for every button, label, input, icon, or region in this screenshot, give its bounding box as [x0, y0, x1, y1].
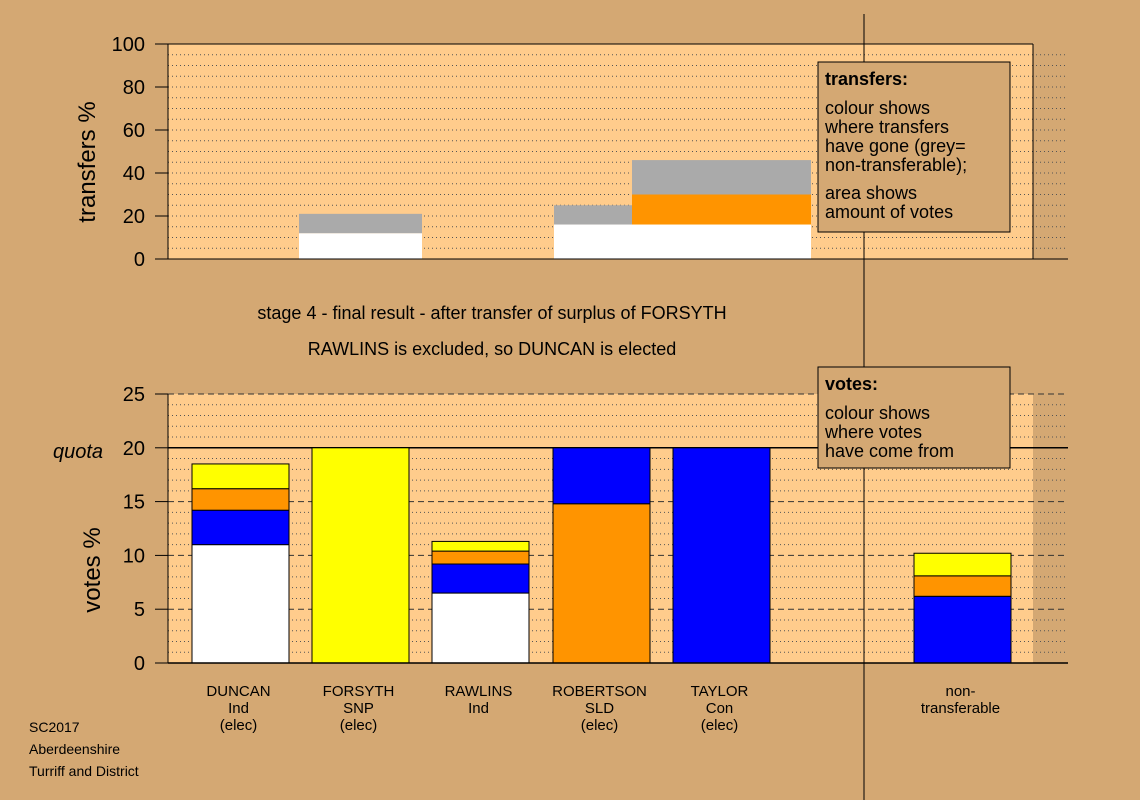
- candidate-label-robertson: ROBERTSON: [552, 683, 647, 700]
- vote-bar-rawlins-snp: [431, 540, 530, 552]
- vote-bar-non-transferable-snp: [913, 552, 1012, 577]
- transfer-bar-white-base: [554, 224, 811, 259]
- candidate-label-forsyth: FORSYTH: [323, 683, 395, 700]
- transfers-tick-label: 40: [123, 163, 145, 185]
- candidate-label-duncan: DUNCAN: [206, 683, 270, 700]
- vote-bar-robertson-sld: [552, 503, 651, 664]
- candidate-label-rawlins: RAWLINS: [445, 683, 513, 700]
- transfers-tick-label: 80: [123, 77, 145, 99]
- votes-tick-label: 15: [123, 492, 145, 514]
- transfers-legend-line: where transfers: [824, 117, 949, 137]
- candidate-label-taylor: Con: [706, 700, 734, 717]
- transfers-legend-line: amount of votes: [825, 202, 953, 222]
- candidate-label-forsyth: (elec): [340, 717, 378, 734]
- transfers-tick-label: 20: [123, 206, 145, 228]
- transfer-bar-duncan-non-transferable: [299, 213, 422, 234]
- candidate-label-duncan: Ind: [228, 700, 249, 717]
- votes-tick-label: 25: [123, 384, 145, 406]
- votes-tick-label: 10: [123, 545, 145, 567]
- candidate-label-robertson: (elec): [581, 717, 619, 734]
- vote-bar-duncan-snp: [191, 463, 290, 490]
- transfers-legend-line: non-transferable);: [825, 155, 967, 175]
- candidate-label-robertson: SLD: [585, 700, 614, 717]
- vote-bar-non-transferable-sld: [913, 575, 1012, 597]
- candidate-label-rawlins: Ind: [468, 700, 489, 717]
- candidate-label-taylor: TAYLOR: [691, 683, 749, 700]
- transfer-bar-duncan-ind: [299, 233, 422, 259]
- vote-bar-rawlins-sld: [431, 550, 530, 565]
- footer-election: SC2017: [29, 719, 80, 735]
- votes-axis-label: votes %: [79, 527, 106, 612]
- votes-legend-line: have come from: [825, 441, 954, 461]
- candidate-label-taylor: (elec): [701, 717, 739, 734]
- votes-legend-line: where votes: [824, 422, 922, 442]
- votes-legend-box: [817, 366, 1011, 469]
- transfer-bar-rawlins-non-transferable: [554, 205, 650, 225]
- result-message: RAWLINS is excluded, so DUNCAN is electe…: [308, 339, 676, 359]
- votes-legend: votes: colour shows where votes have com…: [817, 366, 1011, 469]
- vote-bar-duncan-con: [191, 509, 290, 546]
- transfer-bar-robertson-non-transferable: [632, 160, 811, 195]
- transfers-tick-label: 60: [123, 120, 145, 142]
- vote-bar-rawlins-con: [431, 563, 530, 594]
- transfer-bar-robertson-sld: [632, 194, 811, 225]
- transfers-legend: transfers: colour shows where transfers …: [817, 61, 1011, 233]
- footer-ward: Turriff and District: [29, 763, 139, 779]
- vote-bar-non-transferable-con: [913, 595, 1012, 664]
- transfers-legend-line: colour shows: [825, 98, 930, 118]
- candidate-labels: DUNCANInd(elec)FORSYTHSNP(elec)RAWLINSIn…: [206, 683, 1000, 734]
- transfers-legend-line: area shows: [825, 183, 917, 203]
- vote-bar-rawlins-ind: [431, 592, 530, 664]
- transfers-tick-label: 0: [134, 249, 145, 271]
- transfers-legend-line: have gone (grey=: [825, 136, 966, 156]
- quota-label: quota: [53, 441, 103, 463]
- vote-bar-taylor-con: [672, 447, 771, 664]
- transfers-axis-label: transfers %: [74, 101, 101, 222]
- candidate-label-non-transferable: non-: [945, 683, 975, 700]
- footer-council: Aberdeenshire: [29, 741, 120, 757]
- votes-legend-title: votes:: [825, 374, 878, 394]
- transfers-legend-box: [817, 61, 1011, 233]
- candidate-label-duncan: (elec): [220, 717, 258, 734]
- transfers-tick-label: 100: [112, 34, 145, 56]
- votes-tick-label: 0: [134, 653, 145, 675]
- vote-bar-robertson-con: [552, 447, 651, 505]
- candidate-label-forsyth: SNP: [343, 700, 374, 717]
- transfers-legend-title: transfers:: [825, 69, 908, 89]
- votes-legend-line: colour shows: [825, 403, 930, 423]
- candidate-label-non-transferable: transferable: [921, 700, 1000, 717]
- vote-bar-duncan-sld: [191, 488, 290, 511]
- vote-bar-forsyth-snp: [311, 447, 410, 664]
- vote-bar-duncan-ind: [191, 544, 290, 664]
- votes-tick-label: 5: [134, 599, 145, 621]
- stage-message: stage 4 - final result - after transfer …: [257, 303, 726, 323]
- votes-tick-label: 20: [123, 438, 145, 460]
